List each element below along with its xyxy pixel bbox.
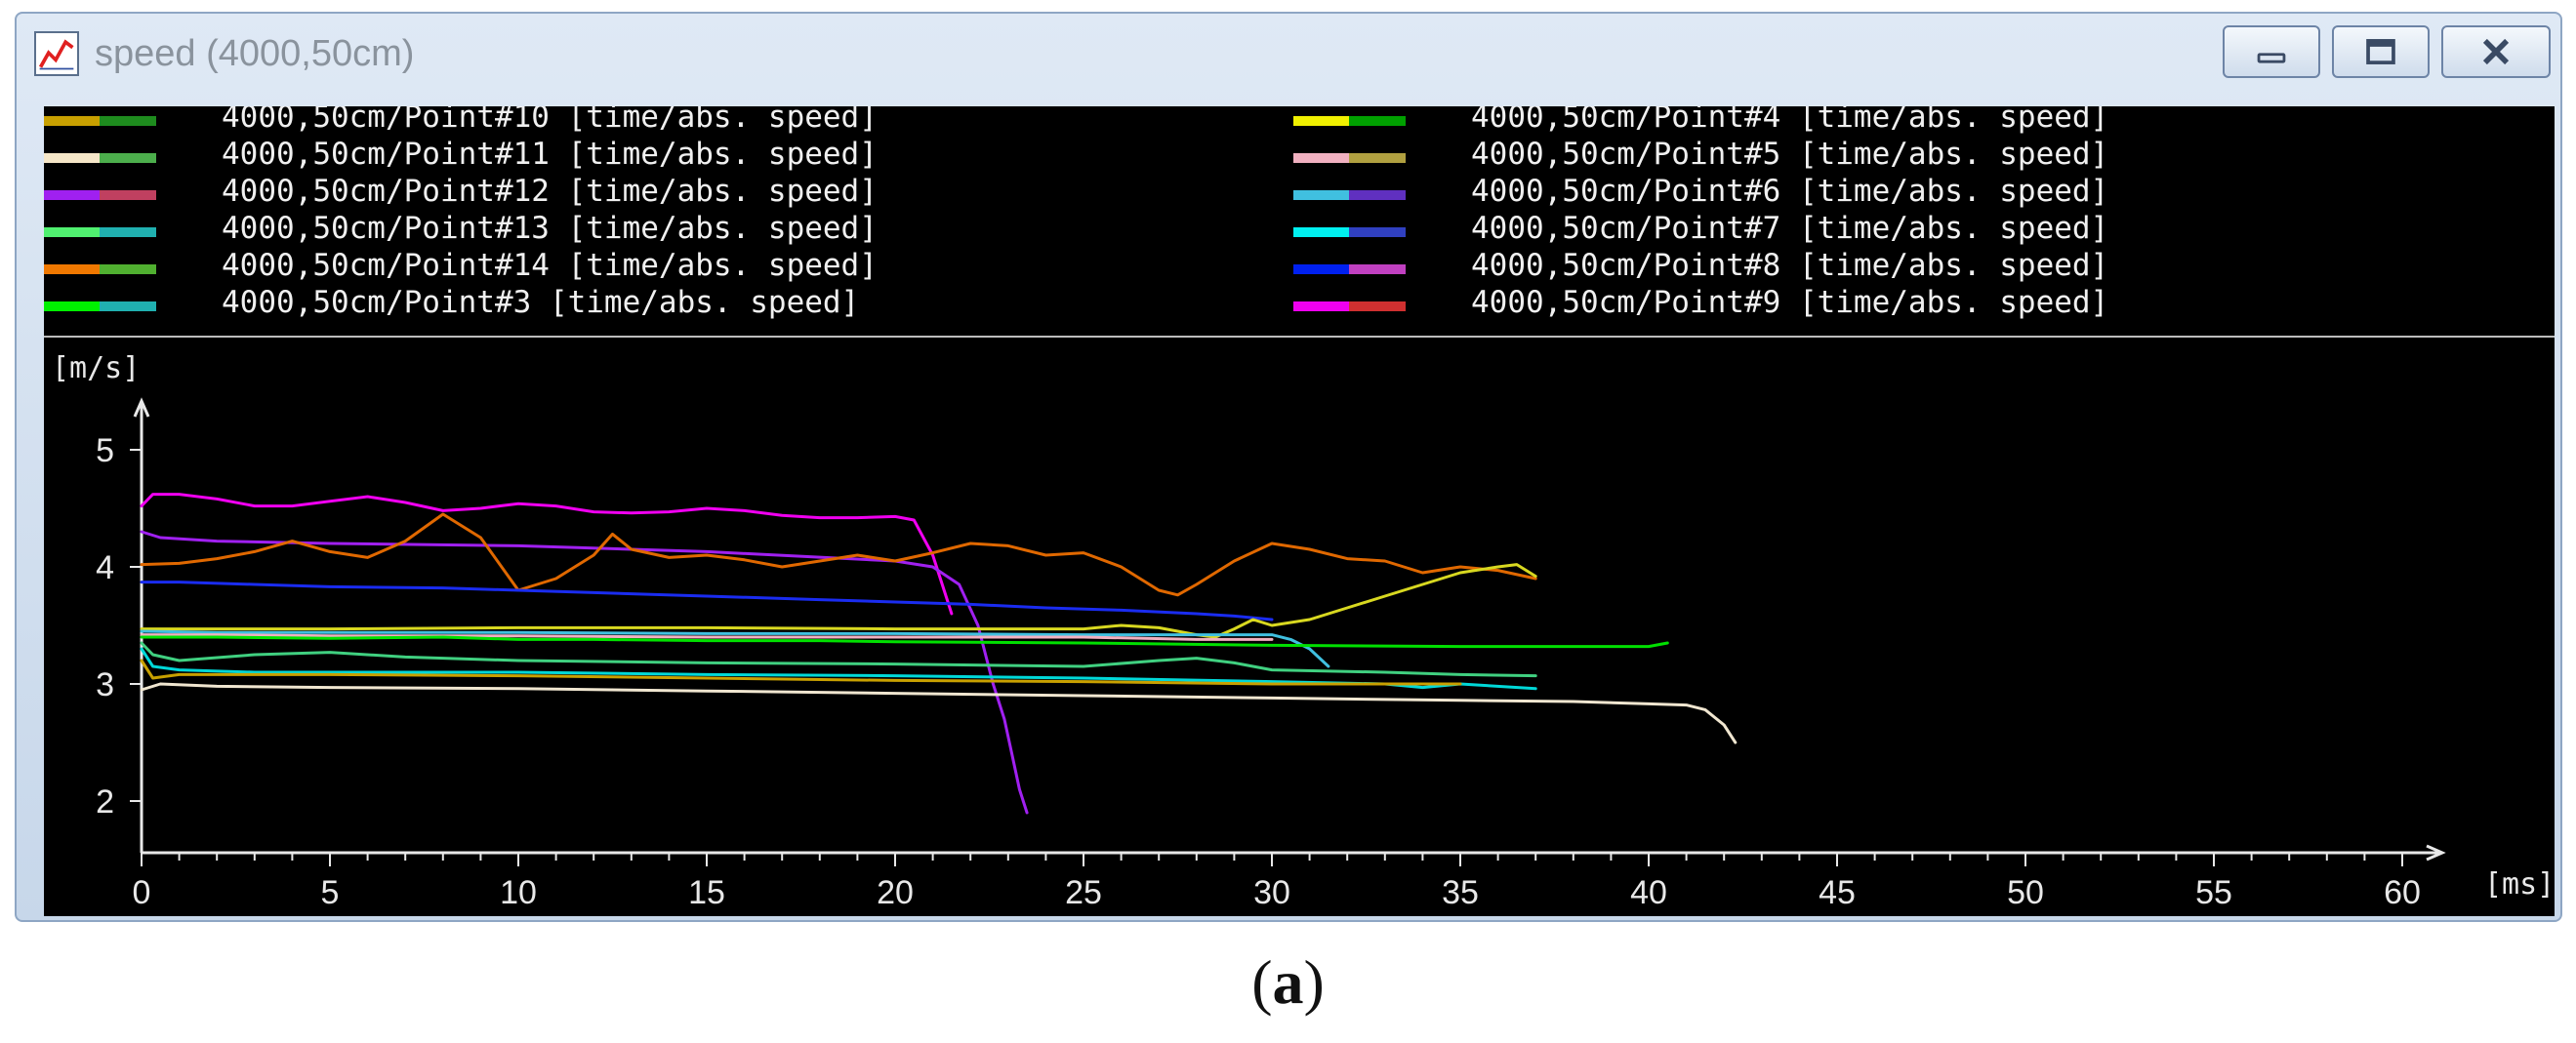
legend-swatch-secondary [1349,227,1406,237]
minimize-icon [2257,53,2286,63]
legend-swatch-primary [44,153,100,163]
close-button[interactable] [2441,25,2551,78]
app-window: speed (4000,50cm) 0 5 10 15 20 25 30 35 40 45 50 55… [15,12,2562,922]
legend-label: 4000,50cm/Point#14 [time/abs. speed] [222,248,878,283]
y-tick-label: 3 [96,666,114,703]
x-tick-label: 35 [1442,874,1479,911]
y-tick-label: 2 [96,783,114,821]
x-tick-label: 30 [1253,874,1290,911]
legend-swatch-primary [1293,190,1349,200]
series-line [140,563,1537,639]
series-line [140,512,1537,597]
x-tick-label: 10 [500,874,537,911]
caption-open-paren: ( [1251,947,1273,1017]
series-line [140,629,1330,668]
legend-swatch-primary [44,264,100,274]
legend-swatch-secondary [100,116,156,126]
legend-swatch-primary [1293,153,1349,163]
legend-swatch-primary [44,116,100,126]
legend-label: 4000,50cm/Point#5 [time/abs. speed] [1471,137,2109,172]
legend-swatch-secondary [100,264,156,274]
x-tick-label: 50 [2007,874,2044,911]
legend-label: 4000,50cm/Point#11 [time/abs. speed] [222,137,878,172]
x-tick-label: 40 [1630,874,1667,911]
legend-swatch-primary [1293,264,1349,274]
legend-swatch-primary [44,227,100,237]
maximize-icon [2366,39,2395,64]
x-tick-label: 60 [2384,874,2421,911]
legend-swatch [44,227,156,237]
caption-letter: a [1272,947,1304,1017]
legend-swatch-secondary [100,153,156,163]
legend-swatch-primary [44,301,100,311]
y-axis-label: [m/s] [52,351,140,385]
legend-swatch-secondary [100,227,156,237]
legend-swatch-secondary [1349,116,1406,126]
x-tick-label: 20 [877,874,914,911]
legend-label: 4000,50cm/Point#9 [time/abs. speed] [1471,285,2109,320]
figure-caption: (a) [0,946,2576,1019]
legend-label: 4000,50cm/Point#4 [time/abs. speed] [1471,106,2109,135]
x-axis-arrow [2426,844,2446,862]
legend-swatch [44,190,156,200]
legend-label: 4000,50cm/Point#12 [time/abs. speed] [222,174,878,209]
legend-label: 4000,50cm/Point#6 [time/abs. speed] [1471,174,2109,209]
chart-icon [34,31,79,76]
legend-label: 4000,50cm/Point#3 [time/abs. speed] [222,285,860,320]
x-tick-label: 45 [1819,874,1856,911]
series-line [140,647,1537,691]
legend-label: 4000,50cm/Point#13 [time/abs. speed] [222,211,878,246]
x-tick-label: 55 [2195,874,2232,911]
legend-swatch-secondary [100,301,156,311]
legend-swatch [1293,264,1406,274]
legend-swatch-primary [44,190,100,200]
legend-swatch-secondary [1349,301,1406,311]
x-tick-label: 0 [133,874,151,911]
legend-swatch [1293,301,1406,311]
legend-swatch [1293,190,1406,200]
legend-label: 4000,50cm/Point#7 [time/abs. speed] [1471,211,2109,246]
legend-swatch-secondary [1349,153,1406,163]
x-axis-label: [ms] [2484,867,2555,902]
series-line [140,659,1462,686]
minimize-button[interactable] [2223,25,2320,78]
legend-divider [44,336,2555,338]
legend-swatch [1293,153,1406,163]
legend-swatch-secondary [1349,264,1406,274]
legend-swatch [44,301,156,311]
title-bar[interactable]: speed (4000,50cm) [17,14,2560,92]
legend-swatch-secondary [1349,190,1406,200]
x-tick-label: 15 [688,874,725,911]
legend-swatch [1293,227,1406,237]
legend-swatch-secondary [100,190,156,200]
window-title: speed (4000,50cm) [95,33,415,74]
legend-label: 4000,50cm/Point#10 [time/abs. speed] [222,106,878,135]
legend-swatch-primary [1293,116,1349,126]
legend-swatch [44,264,156,274]
x-tick-label: 25 [1065,874,1102,911]
close-icon [2482,38,2510,65]
y-axis-arrow [133,397,150,418]
legend-swatch-primary [1293,301,1349,311]
series-line [140,682,1738,744]
x-tick-label: 5 [321,874,340,911]
legend-label: 4000,50cm/Point#8 [time/abs. speed] [1471,248,2109,283]
series-line [140,641,1537,678]
legend-swatch [44,116,156,126]
plot-panel[interactable]: 0 5 10 15 20 25 30 35 40 45 50 55 60 2 3 4 5 [m/s] [ms] 40… [44,106,2555,916]
series-line [140,530,1029,815]
y-tick-label: 5 [96,432,114,469]
series-line [140,581,1274,622]
legend-swatch-primary [1293,227,1349,237]
y-tick-label: 4 [96,549,114,586]
caption-close-paren: ) [1303,947,1325,1017]
series-line [140,633,1274,641]
legend-swatch [44,153,156,163]
maximize-button[interactable] [2332,25,2430,78]
series-line [140,635,1669,649]
legend-swatch [1293,116,1406,126]
series-line [140,493,954,616]
